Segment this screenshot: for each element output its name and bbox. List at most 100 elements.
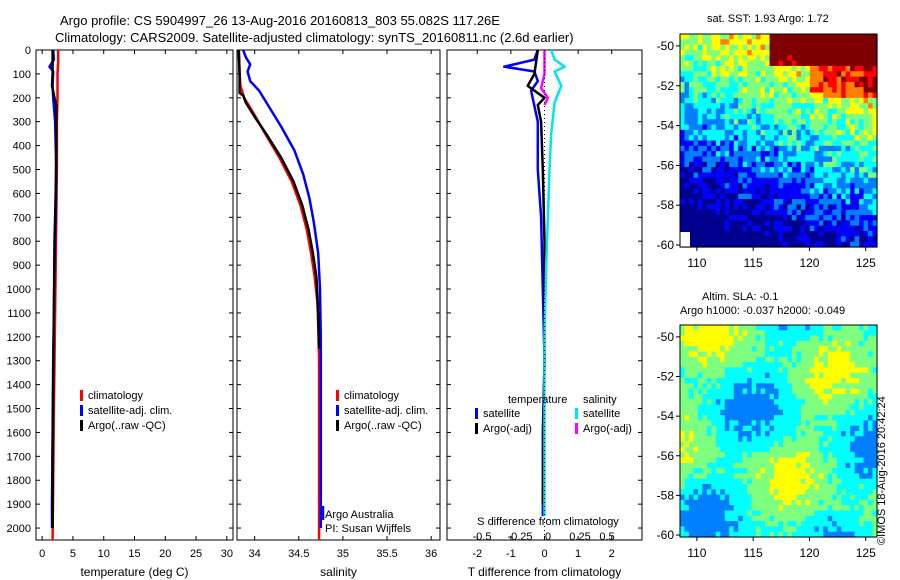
map-cell (693, 409, 699, 416)
map-cell (814, 431, 820, 437)
map-cell (827, 156, 833, 163)
map-cell (769, 183, 775, 190)
map-cell (850, 71, 856, 78)
map-cell (747, 140, 753, 147)
map-cell (742, 399, 748, 406)
map-cell (859, 49, 865, 56)
map-cell (733, 129, 739, 136)
map-cell (769, 167, 775, 174)
map-cell (796, 71, 802, 78)
map-cell (778, 241, 784, 248)
map-cell (720, 177, 726, 184)
map-cell (854, 87, 860, 94)
map-cell (715, 346, 721, 353)
map-cell (778, 183, 784, 190)
map-cell (702, 199, 708, 205)
map-cell (711, 92, 717, 99)
map-cell (774, 135, 780, 142)
map-cell (738, 183, 744, 190)
map-cell (697, 34, 703, 40)
map-cell (742, 473, 748, 480)
map-cell (724, 415, 730, 421)
map-cell (818, 129, 824, 136)
map-cell (841, 431, 847, 437)
map-cell (872, 335, 878, 342)
map-cell (706, 39, 712, 46)
map-cell (760, 151, 766, 158)
map-cell (845, 177, 851, 184)
map-cell (680, 60, 686, 67)
map-cell (697, 44, 703, 51)
map-cell (832, 510, 838, 517)
map-cell (872, 167, 878, 174)
map-cell (765, 199, 771, 205)
map-cell (796, 484, 802, 490)
map-cell (715, 452, 721, 459)
map-cell (702, 468, 708, 474)
map-cell (823, 44, 829, 51)
map-cell (872, 441, 878, 448)
map-cell (845, 87, 851, 94)
map-cell (818, 103, 824, 110)
map-cell (760, 145, 766, 152)
map-cell (850, 199, 856, 205)
map-cell (872, 346, 878, 353)
map-cell (751, 531, 757, 538)
map-cell (751, 49, 757, 56)
map-cell (747, 489, 753, 496)
map-cell (845, 383, 851, 390)
map-cell (823, 383, 829, 390)
map-cell (809, 356, 815, 363)
map-cell (702, 172, 708, 179)
map-cell (742, 425, 748, 432)
map-cell (742, 193, 748, 200)
map-cell (791, 188, 798, 195)
map-cell (688, 119, 695, 126)
map-cell (706, 399, 712, 406)
map-cell (774, 108, 780, 115)
map-cell (711, 521, 717, 527)
map-cell (791, 521, 798, 527)
map-cell (854, 161, 860, 168)
map-cell (688, 145, 695, 152)
map-cell (706, 441, 712, 448)
map-cell (760, 60, 766, 67)
map-cell (697, 108, 703, 115)
map-cell (715, 231, 721, 237)
map-cell (863, 220, 869, 227)
map-cell (827, 204, 833, 211)
map-cell (814, 526, 820, 533)
map-cell (782, 193, 789, 200)
map-cell (765, 515, 771, 522)
map-cell (729, 103, 735, 110)
map-cell (720, 404, 726, 411)
map-cell (827, 113, 833, 120)
map-cell (845, 531, 851, 538)
map-cell (859, 367, 865, 374)
map-cell (863, 188, 869, 195)
map-cell (836, 468, 842, 474)
map-cell (863, 494, 869, 501)
map-cell (774, 215, 780, 221)
map-cell (872, 108, 878, 115)
map-cell (814, 415, 820, 421)
map-cell (836, 425, 842, 432)
map-cell (809, 140, 815, 147)
map-cell (854, 436, 860, 443)
map-cell (756, 44, 762, 51)
map-cell (791, 436, 798, 443)
map-cell (760, 489, 766, 496)
map-cell (680, 521, 686, 527)
map-cell (814, 204, 820, 211)
map-cell (774, 103, 780, 110)
map-cell (756, 367, 762, 374)
legend-marker (475, 423, 478, 434)
map-cell (868, 188, 874, 195)
map-cell (818, 92, 824, 99)
map-cell (693, 65, 699, 72)
map-cell (733, 177, 739, 184)
map-cell (733, 199, 739, 205)
map-cell (832, 71, 838, 78)
map-cell (697, 446, 703, 453)
map-cell (693, 510, 699, 517)
